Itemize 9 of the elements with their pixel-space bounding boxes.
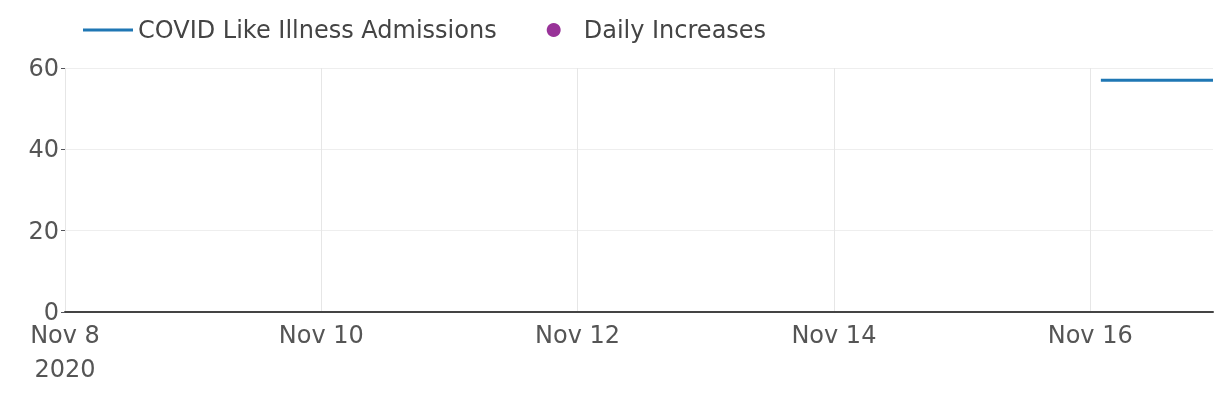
legend-label: COVID Like Illness Admissions	[138, 16, 497, 44]
y-tick-label: 20	[28, 216, 59, 245]
y-tick-label: 60	[28, 54, 59, 82]
x-tick-label: Nov 16	[1047, 321, 1133, 349]
y-tick-label: 40	[28, 135, 59, 164]
legend-label: Daily Increases	[583, 16, 767, 44]
x-tick-label: Nov 10	[278, 321, 364, 349]
x-tick-label: Nov 14	[791, 321, 877, 349]
x-tick-label: Nov 12	[535, 321, 621, 349]
